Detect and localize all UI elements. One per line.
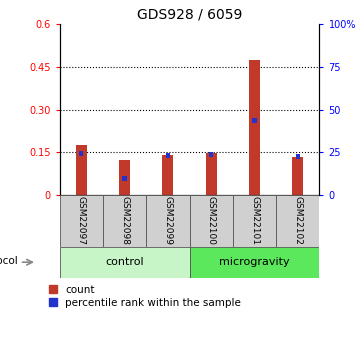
- Bar: [292, 157, 303, 195]
- Bar: [252, 118, 257, 123]
- Bar: [233, 195, 276, 247]
- Text: GSM22102: GSM22102: [293, 196, 302, 245]
- Bar: [190, 247, 319, 278]
- Bar: [146, 195, 190, 247]
- Legend: count, percentile rank within the sample: count, percentile rank within the sample: [48, 285, 241, 308]
- Bar: [119, 160, 130, 195]
- Bar: [60, 247, 190, 278]
- Bar: [209, 152, 213, 157]
- Bar: [79, 151, 83, 156]
- Bar: [206, 153, 217, 195]
- Bar: [76, 145, 87, 195]
- Text: control: control: [105, 257, 144, 267]
- Text: GSM22099: GSM22099: [164, 196, 172, 245]
- Bar: [190, 195, 233, 247]
- Text: GSM22101: GSM22101: [250, 196, 259, 245]
- Text: microgravity: microgravity: [219, 257, 290, 267]
- Bar: [103, 195, 146, 247]
- Bar: [249, 60, 260, 195]
- Bar: [276, 195, 319, 247]
- Text: protocol: protocol: [0, 256, 18, 266]
- Bar: [122, 176, 127, 181]
- Text: GSM22100: GSM22100: [207, 196, 216, 245]
- Bar: [162, 155, 173, 195]
- Bar: [166, 153, 170, 158]
- Text: GSM22098: GSM22098: [120, 196, 129, 245]
- Bar: [296, 154, 300, 159]
- Bar: [60, 195, 103, 247]
- Text: GSM22097: GSM22097: [77, 196, 86, 245]
- Title: GDS928 / 6059: GDS928 / 6059: [137, 8, 242, 22]
